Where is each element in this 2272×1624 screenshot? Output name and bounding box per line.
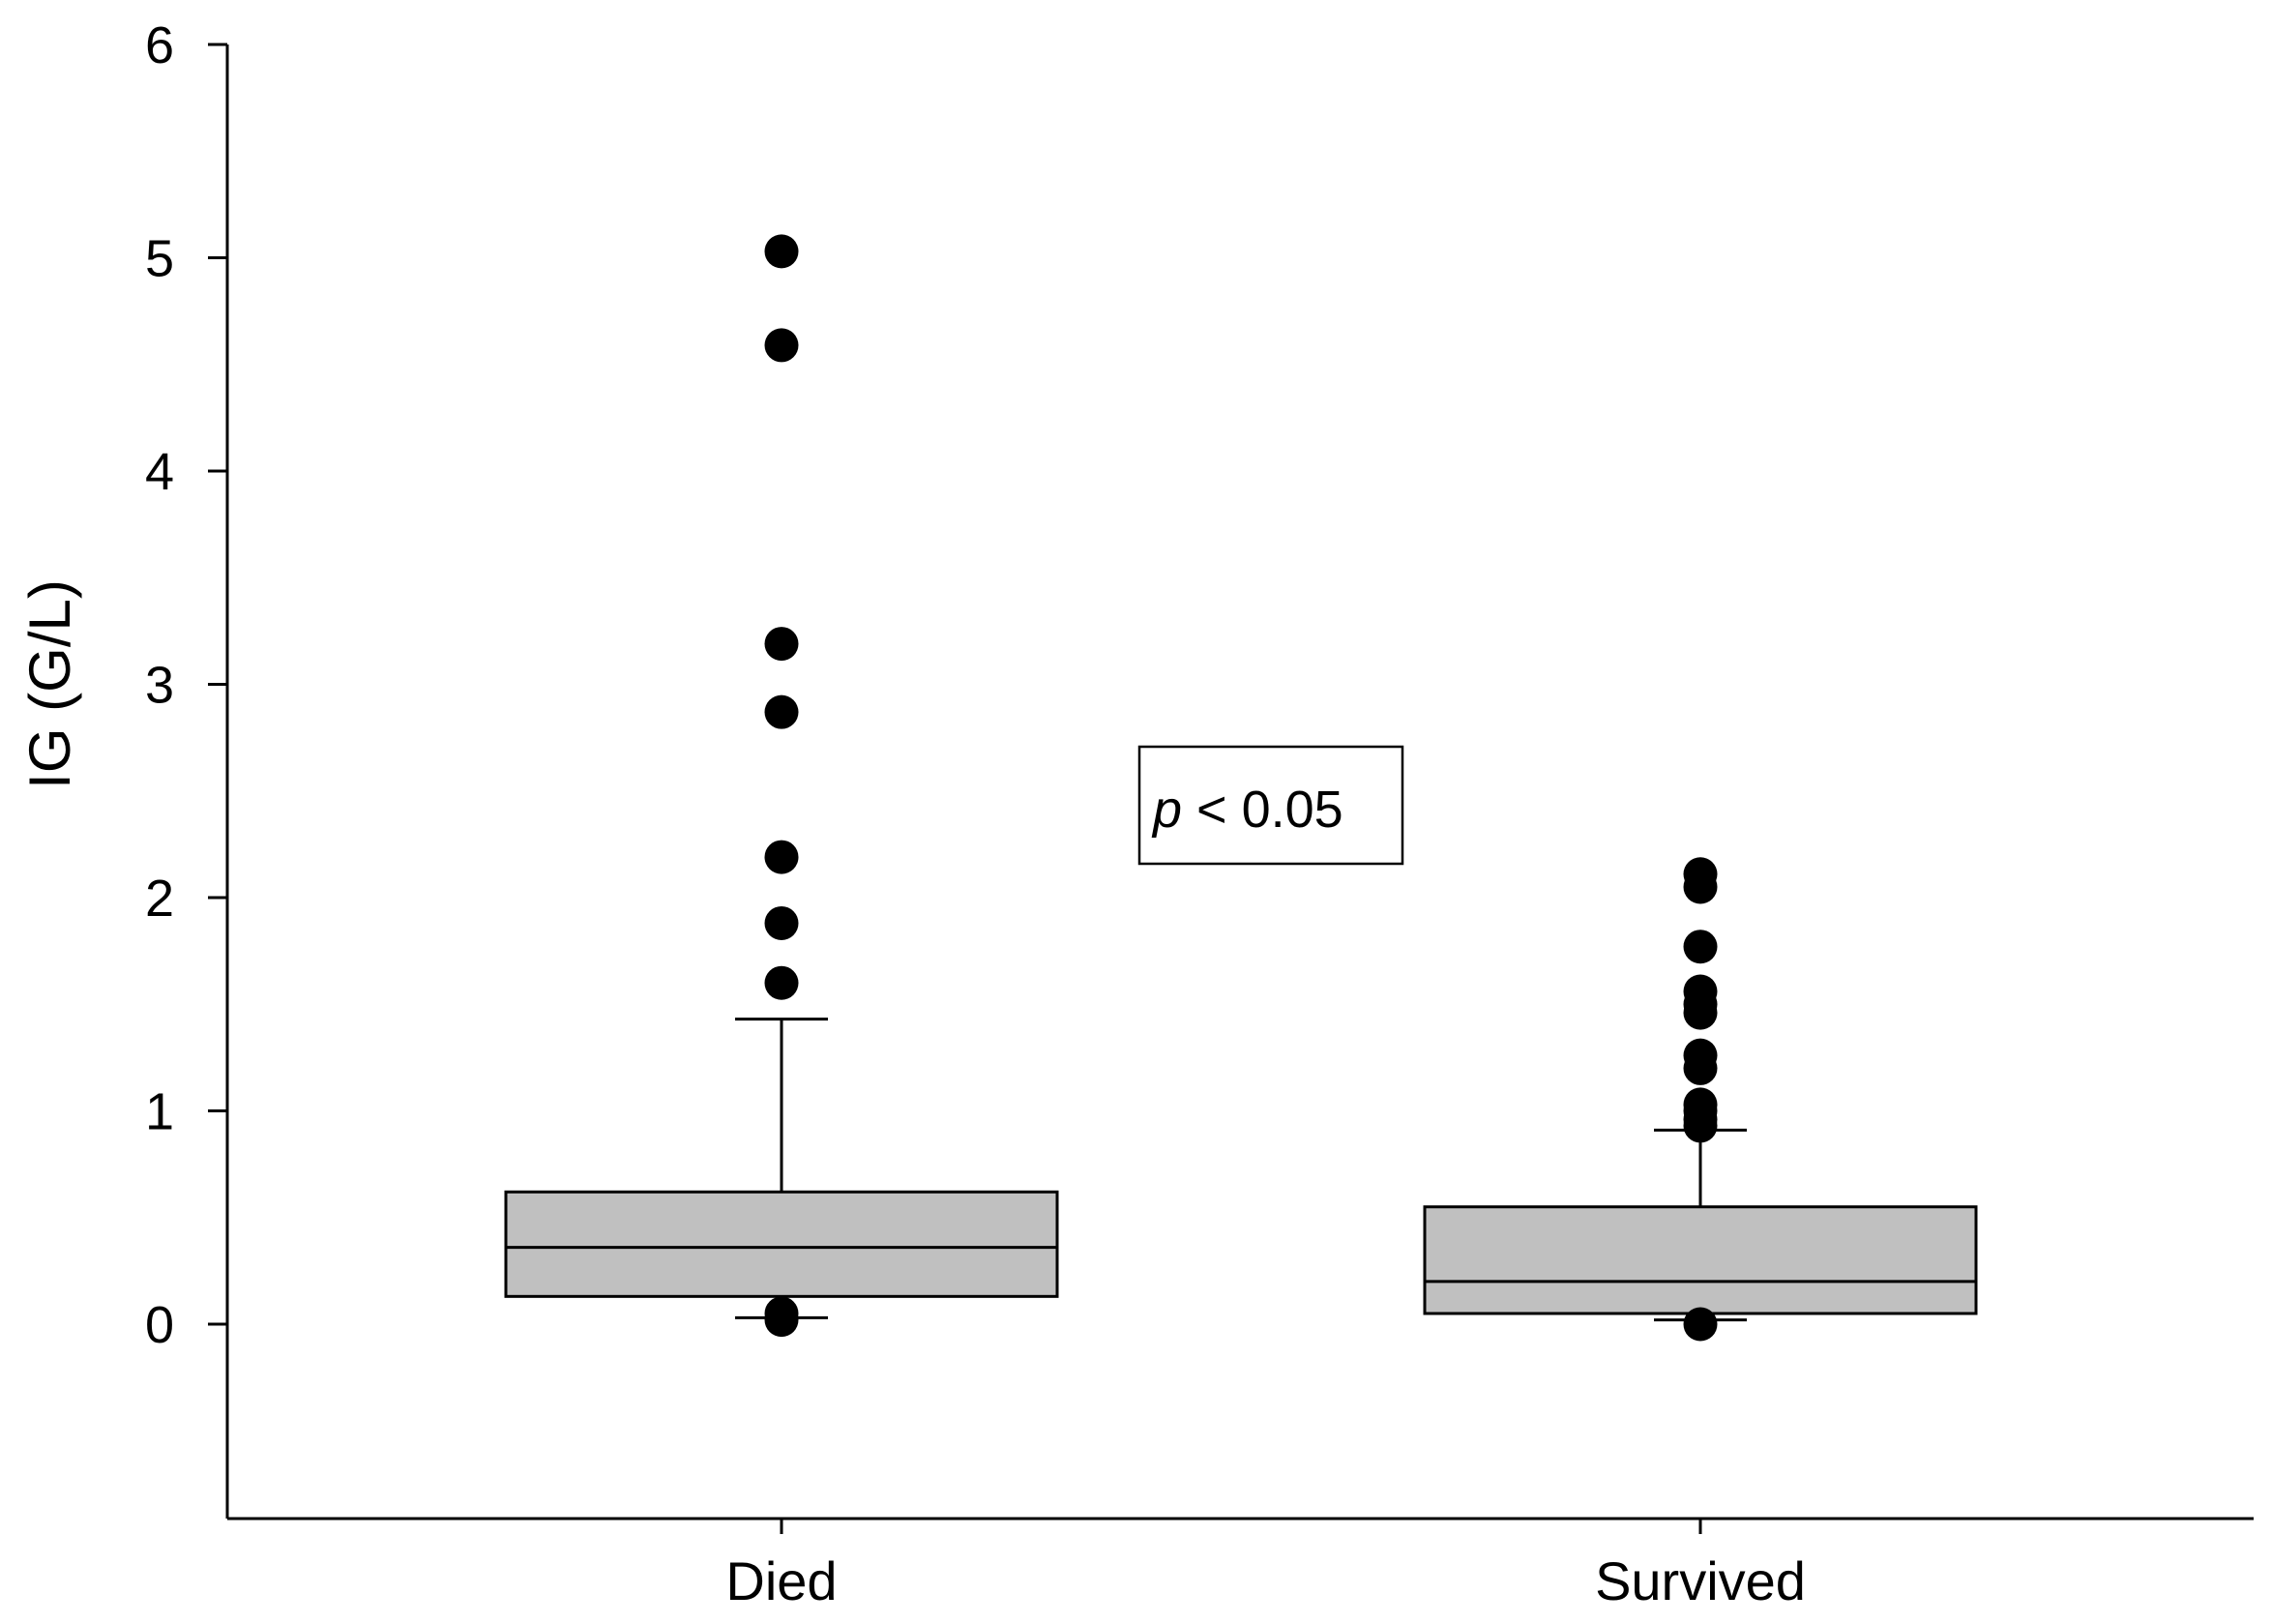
boxes-layer bbox=[504, 234, 1978, 1342]
box-group-died bbox=[504, 234, 1059, 1338]
outlier-point bbox=[1683, 1050, 1718, 1085]
annotation-p: p bbox=[1151, 781, 1182, 839]
p-value-annotation: p < 0.05 bbox=[1137, 745, 1404, 866]
annotation-text: p < 0.05 bbox=[1151, 781, 1343, 839]
iqr-box bbox=[1423, 1205, 1978, 1315]
annotation-box bbox=[1137, 745, 1404, 866]
outlier-point bbox=[1683, 1108, 1718, 1143]
outlier-point bbox=[1683, 870, 1718, 904]
y-axis-ticks: 0 1 2 3 4 5 6 bbox=[145, 16, 227, 1354]
iqr-box bbox=[504, 1190, 1059, 1298]
y-tick-label: 6 bbox=[145, 16, 174, 74]
x-axis-ticks: Died Survived bbox=[725, 1519, 1806, 1611]
outlier-point bbox=[1683, 1307, 1718, 1342]
outlier-point bbox=[764, 234, 799, 269]
outlier-point bbox=[764, 1303, 799, 1338]
y-tick-label: 1 bbox=[145, 1083, 174, 1141]
outlier-point bbox=[764, 905, 799, 940]
outlier-point bbox=[764, 627, 799, 662]
axes-layer bbox=[225, 44, 2254, 1521]
outlier-point bbox=[1683, 930, 1718, 964]
y-tick-label: 5 bbox=[145, 230, 174, 288]
outlier-point bbox=[764, 694, 799, 729]
y-tick-label: 0 bbox=[145, 1296, 174, 1354]
x-tick-label: Survived bbox=[1595, 1550, 1806, 1611]
x-tick-label: Died bbox=[725, 1550, 837, 1611]
outlier-point bbox=[764, 328, 799, 363]
box-group-survived bbox=[1423, 857, 1978, 1342]
y-tick-label: 3 bbox=[145, 657, 174, 715]
outlier-point bbox=[764, 965, 799, 1000]
y-tick-label: 4 bbox=[145, 443, 174, 501]
annotation-threshold: < 0.05 bbox=[1182, 781, 1343, 839]
y-tick-label: 2 bbox=[145, 870, 174, 928]
outlier-point bbox=[764, 840, 799, 874]
outlier-point bbox=[1683, 995, 1718, 1030]
y-axis-title: IG (G/L) bbox=[17, 579, 82, 789]
